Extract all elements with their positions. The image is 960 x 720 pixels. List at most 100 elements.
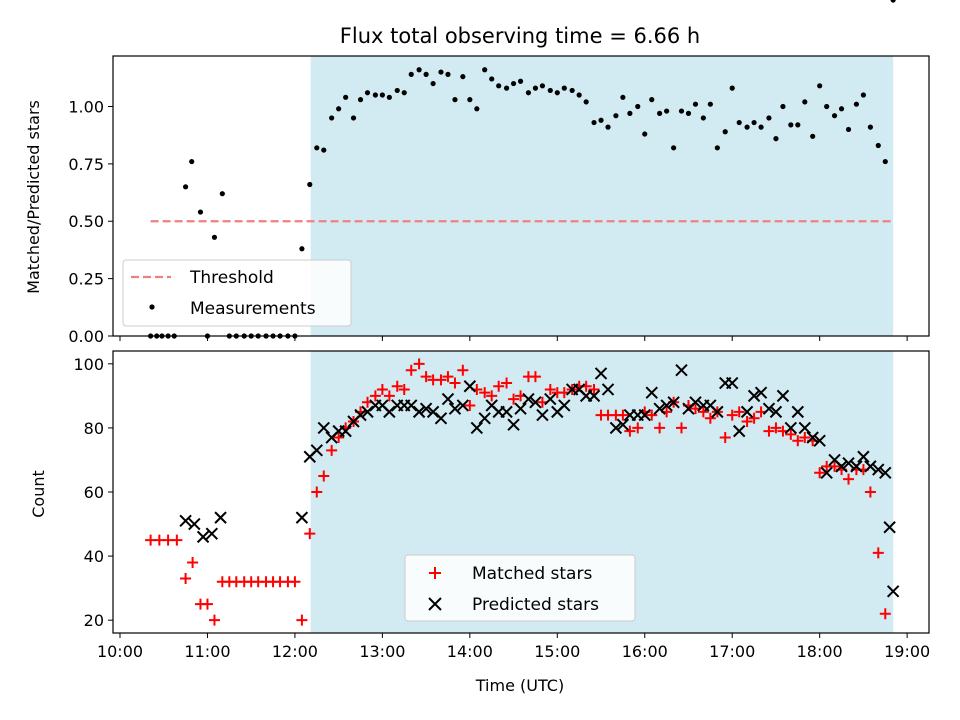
measurement-point [307, 181, 313, 188]
measurement-point [482, 67, 488, 73]
measurement-point [357, 97, 364, 103]
top-axes-frame [112, 55, 930, 337]
matched-star-point [311, 486, 323, 498]
bottom-xtick-label: 12:00 [272, 642, 318, 661]
matched-star-point [187, 557, 199, 568]
measurement-point [736, 119, 742, 126]
matched-star-point [383, 390, 395, 402]
predicted-star-point [754, 386, 768, 399]
measurement-point [386, 94, 392, 100]
predicted-star-point [383, 405, 396, 419]
measurement-point [569, 87, 575, 94]
measurement-point [707, 101, 713, 107]
measurement-point [401, 90, 407, 96]
bottom-xtick-label: 16:00 [622, 642, 668, 661]
matched-star-point [872, 547, 884, 559]
matched-star-point [180, 573, 192, 585]
predicted-star-point [205, 527, 219, 540]
predicted-star-point [354, 408, 367, 422]
measurement-point [189, 158, 195, 165]
measurement-point [182, 184, 189, 190]
matched-star-point [435, 374, 447, 386]
measurement-point [554, 90, 560, 96]
measurement-point [788, 122, 794, 128]
predicted-star-point [529, 396, 542, 409]
measurement-point [364, 90, 371, 96]
predicted-star-point [419, 402, 433, 415]
matched-star-point [289, 576, 301, 588]
measurement-point [824, 103, 830, 110]
predicted-star-point [879, 466, 892, 479]
predicted-star-point [835, 460, 848, 473]
measurement-point [714, 145, 720, 151]
predicted-star-point [463, 380, 477, 393]
measurement-point [379, 92, 385, 98]
measurement-point [773, 136, 779, 142]
predicted-star-point [310, 444, 323, 457]
bottom-axes-frame [112, 350, 930, 634]
measurement-point [722, 129, 728, 135]
predicted-star-point [842, 456, 855, 470]
measurement-point [780, 103, 786, 110]
measurement-point [329, 115, 335, 121]
predicted-star-point [405, 399, 418, 412]
measurement-point [810, 133, 816, 139]
measurement-point [547, 87, 553, 94]
measurement-point [678, 108, 685, 114]
predicted-star-point [214, 511, 227, 524]
predicted-star-point [850, 460, 863, 473]
matched-star-point [792, 435, 804, 447]
predicted-star-point [740, 405, 754, 419]
top-panel: 0.00 0.25 0.50 0.75 1.00 [68, 0, 930, 346]
measurement-point [598, 117, 604, 123]
measurement-point [766, 115, 772, 121]
measurement-point [627, 110, 633, 116]
measurement-point [423, 71, 429, 77]
measurement-point [635, 103, 641, 110]
matched-star-point [457, 364, 469, 376]
measurement-point [503, 85, 510, 91]
top-ylabel: Matched/Predicted stars [24, 100, 43, 294]
measurement-point [314, 145, 320, 151]
bottom-xtick-label: 19:00 [884, 642, 930, 661]
predicted-star-point [638, 408, 651, 422]
measurement-point [591, 119, 597, 126]
measurement-point [700, 115, 706, 121]
predicted-star-point [558, 399, 571, 412]
matched-star-point [588, 383, 600, 395]
predicted-star-point [412, 405, 426, 419]
matched-star-point [654, 422, 666, 434]
predicted-star-point [587, 389, 601, 403]
matched-star-point [304, 528, 316, 540]
chart-title: Flux total observing time = 6.66 h [340, 24, 700, 48]
matched-star-point [508, 393, 520, 405]
predicted-star-point [426, 405, 440, 419]
measurement-point [211, 234, 218, 240]
predicted-star-point [196, 530, 210, 544]
bottom-xtick-label: 11:00 [184, 642, 230, 661]
measurement-point [510, 80, 517, 87]
matched-star-point [814, 467, 826, 479]
matched-star-point [544, 383, 556, 395]
measurement-point [605, 124, 611, 130]
predicted-star-point [470, 421, 484, 435]
top-legend-box [122, 259, 352, 327]
matched-star-point [646, 409, 658, 421]
measurement-point [664, 108, 670, 114]
measurement-point [671, 145, 677, 151]
predicted-star-point [733, 424, 746, 438]
measurement-point [445, 71, 451, 77]
top-ytick-label: 0.75 [68, 155, 104, 174]
matched-star-point [464, 399, 476, 411]
predicted-star-point [747, 389, 761, 403]
matched-star-point [624, 425, 636, 437]
measurement-point [845, 126, 852, 133]
predicted-star-point [820, 466, 833, 479]
matched-star-point [879, 608, 891, 620]
predicted-star-point [507, 418, 520, 431]
measurement-point [875, 142, 881, 149]
bottom-ytick-label: 80 [84, 419, 104, 438]
predicted-star-point [675, 364, 688, 377]
measurement-point [613, 113, 619, 119]
measurement-point [336, 106, 342, 112]
